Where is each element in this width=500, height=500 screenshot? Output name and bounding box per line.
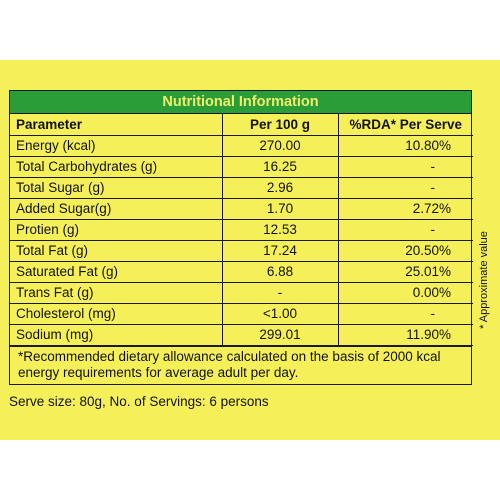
row-parameter: Total Sugar (g) xyxy=(10,176,223,199)
serve-size-text: Serve size: 80g, No. of Servings: 6 pers… xyxy=(9,394,269,409)
row-parameter: Total Fat (g) xyxy=(10,239,223,262)
table-row: Trans Fat (g) - 0.00% xyxy=(10,281,473,304)
row-parameter: Added Sugar(g) xyxy=(10,197,223,220)
table-row: Added Sugar(g) 1.70 2.72% xyxy=(10,197,473,220)
row-parameter: Total Carbohydrates (g) xyxy=(10,155,223,178)
table-row: Total Fat (g) 17.24 20.50% xyxy=(10,239,473,262)
table-row: Total Carbohydrates (g) 16.25 - xyxy=(10,155,473,178)
row-per-100g: 6.88 xyxy=(221,260,339,283)
approximate-value-note: * Approximate value xyxy=(478,231,490,329)
header-parameter: Parameter xyxy=(10,114,223,136)
header-per-100g: Per 100 g xyxy=(221,114,339,136)
table-row: Saturated Fat (g) 6.88 25.01% xyxy=(10,260,473,283)
row-parameter: Energy (kcal) xyxy=(10,134,223,157)
row-rda: 20.50% xyxy=(337,239,473,262)
row-per-100g: <1.00 xyxy=(221,302,339,325)
row-parameter: Protien (g) xyxy=(10,218,223,241)
rda-footnote: *Recommended dietary allowance calculate… xyxy=(10,345,471,384)
row-per-100g: 16.25 xyxy=(221,155,339,178)
row-rda: 2.72% xyxy=(337,197,473,220)
table-row: Energy (kcal) 270.00 10.80% xyxy=(10,134,473,157)
row-parameter: Trans Fat (g) xyxy=(10,281,223,304)
nutrition-table: Nutritional Information Parameter Per 10… xyxy=(9,90,473,385)
row-rda: - xyxy=(337,302,473,325)
table-row: Total Sugar (g) 2.96 - xyxy=(10,176,473,199)
row-per-100g: 12.53 xyxy=(221,218,339,241)
row-per-100g: 299.01 xyxy=(221,323,339,346)
row-rda: 10.80% xyxy=(337,134,473,157)
row-rda: 0.00% xyxy=(337,281,473,304)
row-per-100g: - xyxy=(221,281,339,304)
header-row: Parameter Per 100 g %RDA* Per Serve xyxy=(10,114,473,136)
row-parameter: Saturated Fat (g) xyxy=(10,260,223,283)
nutrition-grid: Parameter Per 100 g %RDA* Per Serve Ener… xyxy=(10,114,473,346)
header-rda: %RDA* Per Serve xyxy=(337,114,473,136)
table-row: Cholesterol (mg) <1.00 - xyxy=(10,302,473,325)
table-row: Protien (g) 12.53 - xyxy=(10,218,473,241)
row-rda: 11.90% xyxy=(337,323,473,346)
row-parameter: Sodium (mg) xyxy=(10,323,223,346)
table-title: Nutritional Information xyxy=(10,91,471,114)
row-parameter: Cholesterol (mg) xyxy=(10,302,223,325)
row-rda: - xyxy=(337,176,473,199)
row-per-100g: 270.00 xyxy=(221,134,339,157)
row-rda: - xyxy=(337,155,473,178)
row-rda: - xyxy=(337,218,473,241)
row-per-100g: 2.96 xyxy=(221,176,339,199)
row-rda: 25.01% xyxy=(337,260,473,283)
row-per-100g: 17.24 xyxy=(221,239,339,262)
table-row: Sodium (mg) 299.01 11.90% xyxy=(10,323,473,346)
row-per-100g: 1.70 xyxy=(221,197,339,220)
